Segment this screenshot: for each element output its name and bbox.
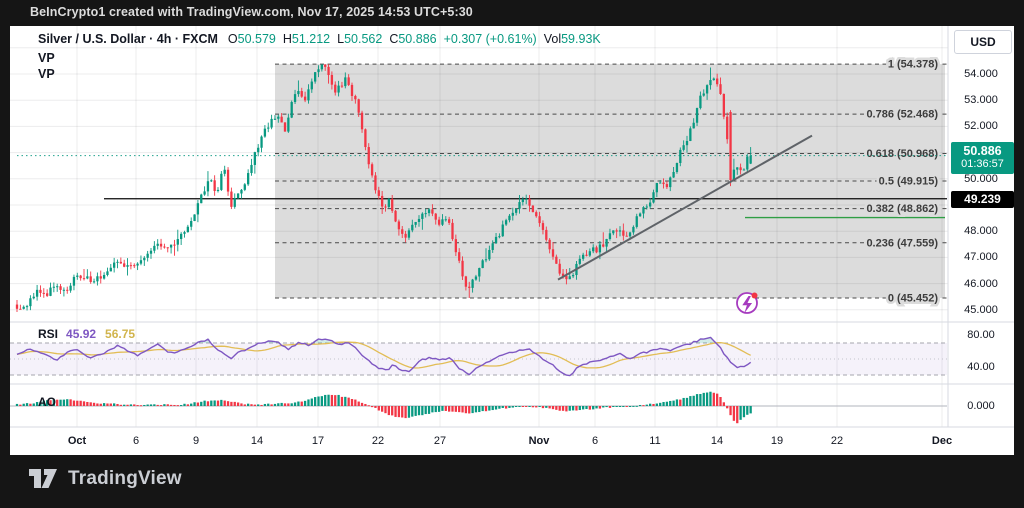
price-tick-label: 53.000 <box>964 94 998 107</box>
time-tick-label: 22 <box>830 435 844 447</box>
time-tick-label: 22 <box>371 435 385 447</box>
price-tick-label: 45.000 <box>964 303 998 316</box>
fib-level-label: 0.382 (48.862) <box>866 203 938 215</box>
time-tick-label: Nov <box>528 435 550 447</box>
time-tick-label: 17 <box>311 435 325 447</box>
ohlc-low: L50.562 <box>337 32 383 46</box>
ao-legend[interactable]: AO <box>38 395 56 409</box>
time-axis[interactable]: Oct 6 9 14 17 22 27 Nov 6 11 14 19 22 Dec <box>10 427 1014 455</box>
fib-level-label: 0.618 (50.968) <box>866 148 938 160</box>
time-tick-label: 19 <box>770 435 784 447</box>
price-tick-label: 52.000 <box>964 120 998 133</box>
chart-panel: 1 (54.378) 0.786 (52.468) 0.618 (50.968) 0.… <box>10 26 1014 455</box>
overlay-label-vp-1[interactable]: VP <box>38 51 55 65</box>
rsi-tick-label: 40.00 <box>967 361 995 373</box>
ohlc-close: C50.886 <box>389 32 437 46</box>
fib-level-label: 0.236 (47.559) <box>866 237 938 249</box>
price-tick-label: 54.000 <box>964 68 998 80</box>
ao-tick-label: 0.000 <box>967 400 995 412</box>
time-tick-label: 14 <box>250 435 264 447</box>
fib-level-label: 0.5 (49.915) <box>879 176 939 188</box>
rsi-title: RSI <box>38 327 59 341</box>
fib-level-label: 1 (54.378) <box>888 59 938 71</box>
time-tick-label: Oct <box>67 435 87 447</box>
tradingview-logo-icon <box>29 469 57 488</box>
time-tick-label: 9 <box>192 435 200 447</box>
rsi-value: 45.92 <box>66 327 97 341</box>
time-tick-label: 14 <box>710 435 724 447</box>
volume-group: Vol59.93K <box>543 32 601 46</box>
ohlc-open: O50.579 <box>227 32 276 46</box>
rsi-legend[interactable]: RSI 45.92 56.75 <box>38 327 135 341</box>
time-tick-label: 27 <box>433 435 447 447</box>
price-axis[interactable]: 54.00053.00052.00051.00050.00049.00048.0… <box>948 26 1014 427</box>
price-tick-label: 47.000 <box>964 251 998 264</box>
fib-level-label: 0 (45.452) <box>888 292 938 304</box>
attribution-text: BeInCrypto1 created with TradingView.com… <box>30 5 473 19</box>
symbol-title: Silver / U.S. Dollar · 4h · FXCM <box>38 32 218 46</box>
symbol-legend[interactable]: Silver / U.S. Dollar · 4h · FXCM O50.579 H… <box>38 32 608 46</box>
time-tick-label: 11 <box>649 435 661 447</box>
time-tick-label: Dec <box>931 435 953 447</box>
last-price: 50.886 <box>963 144 1002 158</box>
change-value: +0.307 (+0.61%) <box>443 32 537 46</box>
tradingview-wordmark: TradingView <box>68 468 182 489</box>
footer-bar: TradingView <box>0 455 1024 508</box>
price-line-badge[interactable]: 49.239 <box>951 191 1014 208</box>
last-price-badge[interactable]: 50.886 01:36:57 <box>951 142 1014 175</box>
time-tick-label: 6 <box>591 435 599 447</box>
chart-canvas[interactable]: 1 (54.378) 0.786 (52.468) 0.618 (50.968) 0.… <box>10 26 1014 455</box>
tradingview-brand[interactable]: TradingView <box>28 467 182 491</box>
price-tick-label: 48.000 <box>964 225 998 238</box>
price-tick-label: 50.000 <box>964 172 998 185</box>
ao-title: AO <box>38 395 56 409</box>
bar-countdown: 01:36:57 <box>961 158 1004 171</box>
rsi-ma-value: 56.75 <box>105 327 136 341</box>
fib-level-label: 0.786 (52.468) <box>866 109 938 121</box>
ohlc-high: H51.212 <box>282 32 331 46</box>
price-tick-label: 46.000 <box>964 277 998 290</box>
time-tick-label: 6 <box>132 435 140 447</box>
rsi-tick-label: 80.00 <box>967 329 995 341</box>
overlay-label-vp-2[interactable]: VP <box>38 67 55 81</box>
currency-toggle-usd[interactable]: USD <box>954 30 1012 54</box>
